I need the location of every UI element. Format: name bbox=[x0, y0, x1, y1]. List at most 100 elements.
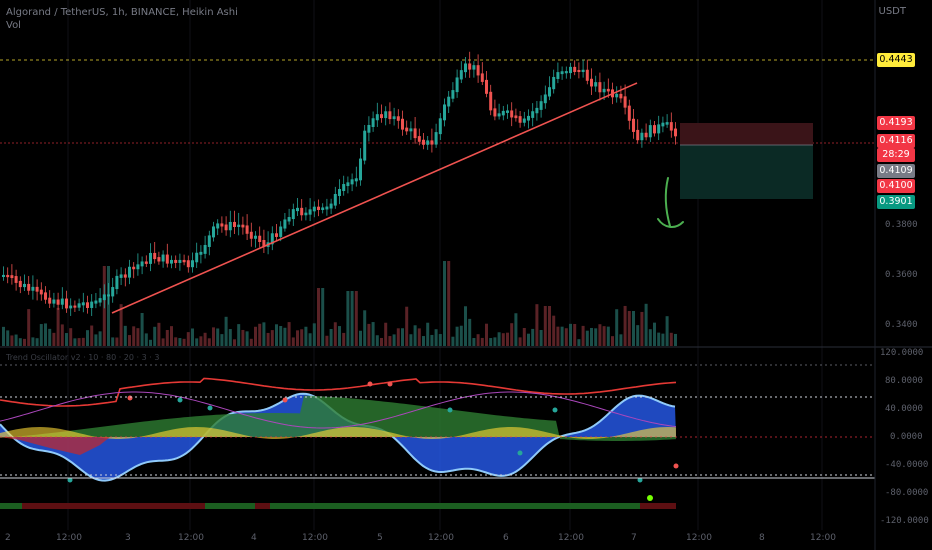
candle-body bbox=[598, 82, 602, 93]
candle-body bbox=[44, 292, 47, 300]
candle-body bbox=[401, 118, 404, 130]
candle-body bbox=[23, 283, 26, 288]
candle-body bbox=[615, 93, 619, 98]
candle-body bbox=[48, 297, 52, 304]
volume-bar bbox=[422, 336, 425, 346]
volume-bar bbox=[207, 338, 211, 346]
volume-bar bbox=[52, 332, 56, 346]
candle-body bbox=[283, 219, 287, 229]
volume-bar bbox=[480, 337, 484, 346]
countdown-tag[interactable]: 28:29 bbox=[877, 148, 915, 162]
trendline[interactable] bbox=[111, 82, 638, 314]
volume-bar bbox=[48, 328, 52, 346]
volume-bar bbox=[514, 313, 518, 346]
volume-bar bbox=[590, 327, 593, 346]
candle-body bbox=[312, 206, 316, 212]
candle-body bbox=[52, 299, 56, 304]
volume-bar bbox=[10, 335, 14, 346]
volume-bar bbox=[329, 328, 333, 346]
candle-body bbox=[531, 111, 535, 118]
volume-bar bbox=[548, 306, 551, 346]
osc-signal-dot bbox=[647, 495, 653, 501]
price-tag-bid[interactable]: 0.4109 bbox=[877, 164, 915, 178]
osc-signal-dot bbox=[673, 463, 679, 469]
volume-bar bbox=[665, 316, 669, 346]
volume-bar bbox=[325, 335, 329, 346]
candle-body bbox=[623, 96, 627, 108]
price-tag-last[interactable]: 0.4116 bbox=[877, 134, 915, 148]
volume-bar bbox=[497, 332, 501, 346]
candle-body bbox=[384, 111, 388, 119]
candle-body bbox=[556, 72, 560, 79]
volume-bar bbox=[18, 338, 22, 346]
candle-body bbox=[77, 303, 81, 308]
candle-body bbox=[674, 128, 677, 137]
price-tag-target[interactable]: 0.3901 bbox=[877, 195, 915, 209]
symbol-title[interactable]: Algorand / TetherUS, 1h, BINANCE, Heikin… bbox=[6, 7, 238, 18]
price-tag-low[interactable]: 0.4100 bbox=[877, 179, 915, 193]
volume-bar bbox=[602, 326, 606, 346]
candle-body bbox=[581, 69, 585, 73]
volume-bar bbox=[501, 333, 505, 346]
volume-bar bbox=[90, 325, 94, 346]
volume-bar bbox=[464, 306, 467, 346]
candle-body bbox=[275, 233, 278, 237]
osc-signal-dot bbox=[282, 397, 288, 403]
candle-body bbox=[447, 96, 451, 107]
volume-bar bbox=[472, 338, 476, 346]
volume-bar bbox=[241, 329, 245, 346]
osc-signal-dot bbox=[177, 397, 183, 403]
candle-body bbox=[237, 224, 241, 227]
volume-bar bbox=[438, 334, 442, 346]
take-profit-zone[interactable] bbox=[680, 145, 813, 199]
volume-bar bbox=[249, 338, 253, 346]
osc-axis-label: -40.0000 bbox=[885, 460, 929, 470]
candle-body bbox=[367, 124, 371, 133]
volume-bar bbox=[178, 338, 182, 346]
volume-bar bbox=[275, 324, 278, 346]
volume-legend[interactable]: Vol bbox=[6, 20, 21, 31]
candle-body bbox=[518, 116, 522, 123]
indicator-legend[interactable]: Trend Oscillator v2 · 10 · 80 · 20 · 3 ·… bbox=[6, 353, 160, 362]
volume-bar bbox=[203, 332, 207, 346]
volume-bar bbox=[661, 333, 665, 346]
candle-body bbox=[333, 193, 337, 206]
price-tag-high[interactable]: 0.4443 bbox=[877, 53, 915, 67]
volume-bar bbox=[573, 323, 577, 346]
osc-signal-dot bbox=[207, 405, 213, 411]
candle-body bbox=[648, 125, 652, 138]
candle-body bbox=[123, 274, 127, 278]
candle-body bbox=[132, 266, 136, 270]
candle-body bbox=[375, 114, 379, 121]
candle-body bbox=[413, 128, 417, 139]
osc-axis-label: -120.0000 bbox=[880, 516, 929, 526]
volume-bar bbox=[291, 337, 295, 346]
candle-body bbox=[119, 274, 123, 278]
volume-bar bbox=[321, 288, 325, 346]
volume-bar bbox=[396, 328, 400, 346]
candle-body bbox=[569, 66, 572, 74]
candle-body bbox=[409, 128, 413, 132]
candle-body bbox=[501, 110, 505, 116]
volume-bar bbox=[388, 336, 392, 346]
stop-loss-zone[interactable] bbox=[680, 123, 813, 145]
candle-body bbox=[224, 224, 228, 231]
osc-signal-dot bbox=[67, 477, 73, 483]
volume-bar bbox=[522, 327, 526, 346]
volume-bar bbox=[363, 310, 367, 346]
volume-bar bbox=[245, 331, 249, 346]
trend-segment bbox=[205, 503, 255, 509]
volume-bar bbox=[426, 322, 430, 346]
candle-body bbox=[661, 122, 665, 127]
candle-body bbox=[69, 305, 73, 309]
candle-body bbox=[321, 207, 325, 211]
down-arrow-annotation[interactable] bbox=[657, 177, 684, 228]
candle-body bbox=[585, 69, 589, 81]
candle-body bbox=[31, 286, 35, 291]
candle-body bbox=[203, 244, 207, 254]
osc-red-area bbox=[0, 437, 110, 455]
currency-label[interactable]: USDT bbox=[878, 6, 906, 17]
volume-bar bbox=[648, 329, 652, 346]
price-tag-entry[interactable]: 0.4193 bbox=[877, 116, 915, 130]
